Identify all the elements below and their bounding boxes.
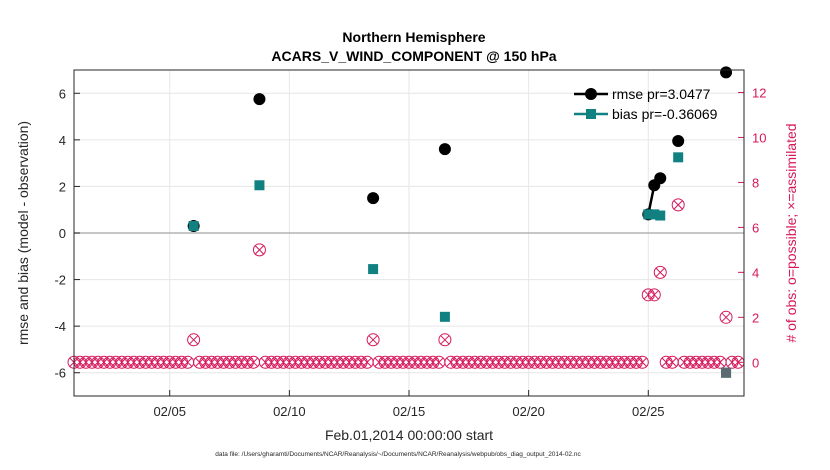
obs-zero-marker xyxy=(635,355,649,369)
y2-tick-label: 6 xyxy=(752,220,759,235)
y-tick-label: 6 xyxy=(59,86,66,101)
x-mark-stroke xyxy=(189,335,198,345)
y-tick-label: -2 xyxy=(54,273,66,288)
x-mark-stroke xyxy=(721,312,731,322)
rmse-point xyxy=(367,192,380,205)
bias-point xyxy=(188,221,199,232)
obs-zero-x-marker xyxy=(715,357,725,367)
axis-ticks: 02/05 02/10 02/15 02/20 02/25 -6 -4 -2 0 2 4 6 0 2 4 6 8… xyxy=(54,85,766,419)
bias-point-overlap xyxy=(721,367,732,378)
obs-assimilated-marker xyxy=(440,335,450,345)
obs-assimilated-marker xyxy=(649,290,659,300)
obs-assimilated-marker xyxy=(673,200,683,210)
obs-possible-marker xyxy=(719,310,733,324)
y2-tick-label: 4 xyxy=(752,265,759,280)
rmse-point xyxy=(720,66,733,79)
obs-assimilated-marker xyxy=(368,335,378,345)
bias-point xyxy=(368,264,379,275)
obs-zero-x-marker xyxy=(733,357,743,367)
y-tick-label: 0 xyxy=(59,226,66,241)
y-tick-label: -6 xyxy=(54,366,66,381)
bias-point xyxy=(655,210,666,221)
x-axis-label: Feb.01,2014 00:00:00 start xyxy=(325,427,493,443)
data-marks xyxy=(67,66,745,378)
x-mark-stroke xyxy=(249,357,258,367)
obs-possible-marker xyxy=(438,333,452,347)
y-tick-label: 2 xyxy=(59,179,66,194)
obs-possible-marker xyxy=(252,243,266,257)
legend-label: bias pr=-0.36069 xyxy=(612,106,718,122)
obs-possible-marker xyxy=(653,265,667,279)
obs-zero-x-marker xyxy=(249,357,258,367)
obs-possible-marker xyxy=(187,333,201,347)
obs-possible-marker xyxy=(366,333,380,347)
x-tick-label: 02/05 xyxy=(153,404,186,419)
obs-possible-marker xyxy=(671,198,685,212)
x-mark-stroke xyxy=(715,357,725,367)
obs-zero-x-marker xyxy=(183,357,193,367)
x-mark-stroke xyxy=(655,267,665,277)
x-tick-label: 02/10 xyxy=(273,404,306,419)
rmse-point xyxy=(438,143,451,156)
obs-assimilated-marker xyxy=(255,245,264,255)
legend-label: rmse pr=3.0477 xyxy=(612,86,711,102)
x-tick-label: 02/15 xyxy=(393,404,426,419)
chart-title-line2: ACARS_V_WIND_COMPONENT @ 150 hPa xyxy=(271,48,556,64)
x-mark-stroke xyxy=(362,357,372,367)
bias-point xyxy=(673,152,684,163)
obs-assimilated-marker xyxy=(655,267,665,277)
obs-zero-x-marker xyxy=(434,357,444,367)
rmse-point xyxy=(672,135,685,148)
y2-tick-label: 0 xyxy=(752,355,759,370)
x-mark-stroke xyxy=(368,335,378,345)
bias-point xyxy=(643,209,654,220)
x-tick-label: 02/25 xyxy=(632,404,665,419)
chart-title-line1: Northern Hemisphere xyxy=(342,29,485,45)
y2-tick-label: 2 xyxy=(752,310,759,325)
plot-frame xyxy=(73,69,745,397)
x-mark-stroke xyxy=(733,357,743,367)
obs-assimilated-marker xyxy=(721,312,731,322)
data-file-footnote: data file: /Users/gharamti/Documents/NCA… xyxy=(215,451,581,458)
x-mark-stroke xyxy=(667,357,677,367)
obs-assimilated-marker xyxy=(189,335,198,345)
bias-point xyxy=(254,180,265,191)
y2-tick-label: 10 xyxy=(752,130,766,145)
obs-zero-x-marker xyxy=(362,357,372,367)
x-mark-stroke xyxy=(434,357,444,367)
y2-axis-label: # of obs: o=possible; ×=assimilated xyxy=(783,123,799,342)
x-mark-stroke xyxy=(637,357,647,367)
bias-point xyxy=(649,209,660,220)
legend-marker xyxy=(586,109,596,119)
legend-marker xyxy=(585,88,597,100)
y-axis-label: rmse and bias (model - observation) xyxy=(15,121,31,345)
y-tick-label: -4 xyxy=(54,319,66,334)
x-tick-label: 02/20 xyxy=(512,404,545,419)
x-mark-stroke xyxy=(649,290,659,300)
bias-point xyxy=(439,311,450,322)
x-mark-stroke xyxy=(673,200,683,210)
x-mark-stroke xyxy=(255,245,264,255)
obs-zero-x-marker xyxy=(667,357,677,367)
rmse-point xyxy=(253,93,266,106)
y2-tick-label: 12 xyxy=(752,85,766,100)
rmse-point xyxy=(654,172,667,185)
x-mark-stroke xyxy=(440,335,450,345)
y2-tick-label: 8 xyxy=(752,175,759,190)
legend: rmse pr=3.0477 bias pr=-0.36069 xyxy=(574,86,718,122)
obs-zero-x-marker xyxy=(637,357,647,367)
x-mark-stroke xyxy=(183,357,193,367)
y-tick-label: 4 xyxy=(59,133,66,148)
